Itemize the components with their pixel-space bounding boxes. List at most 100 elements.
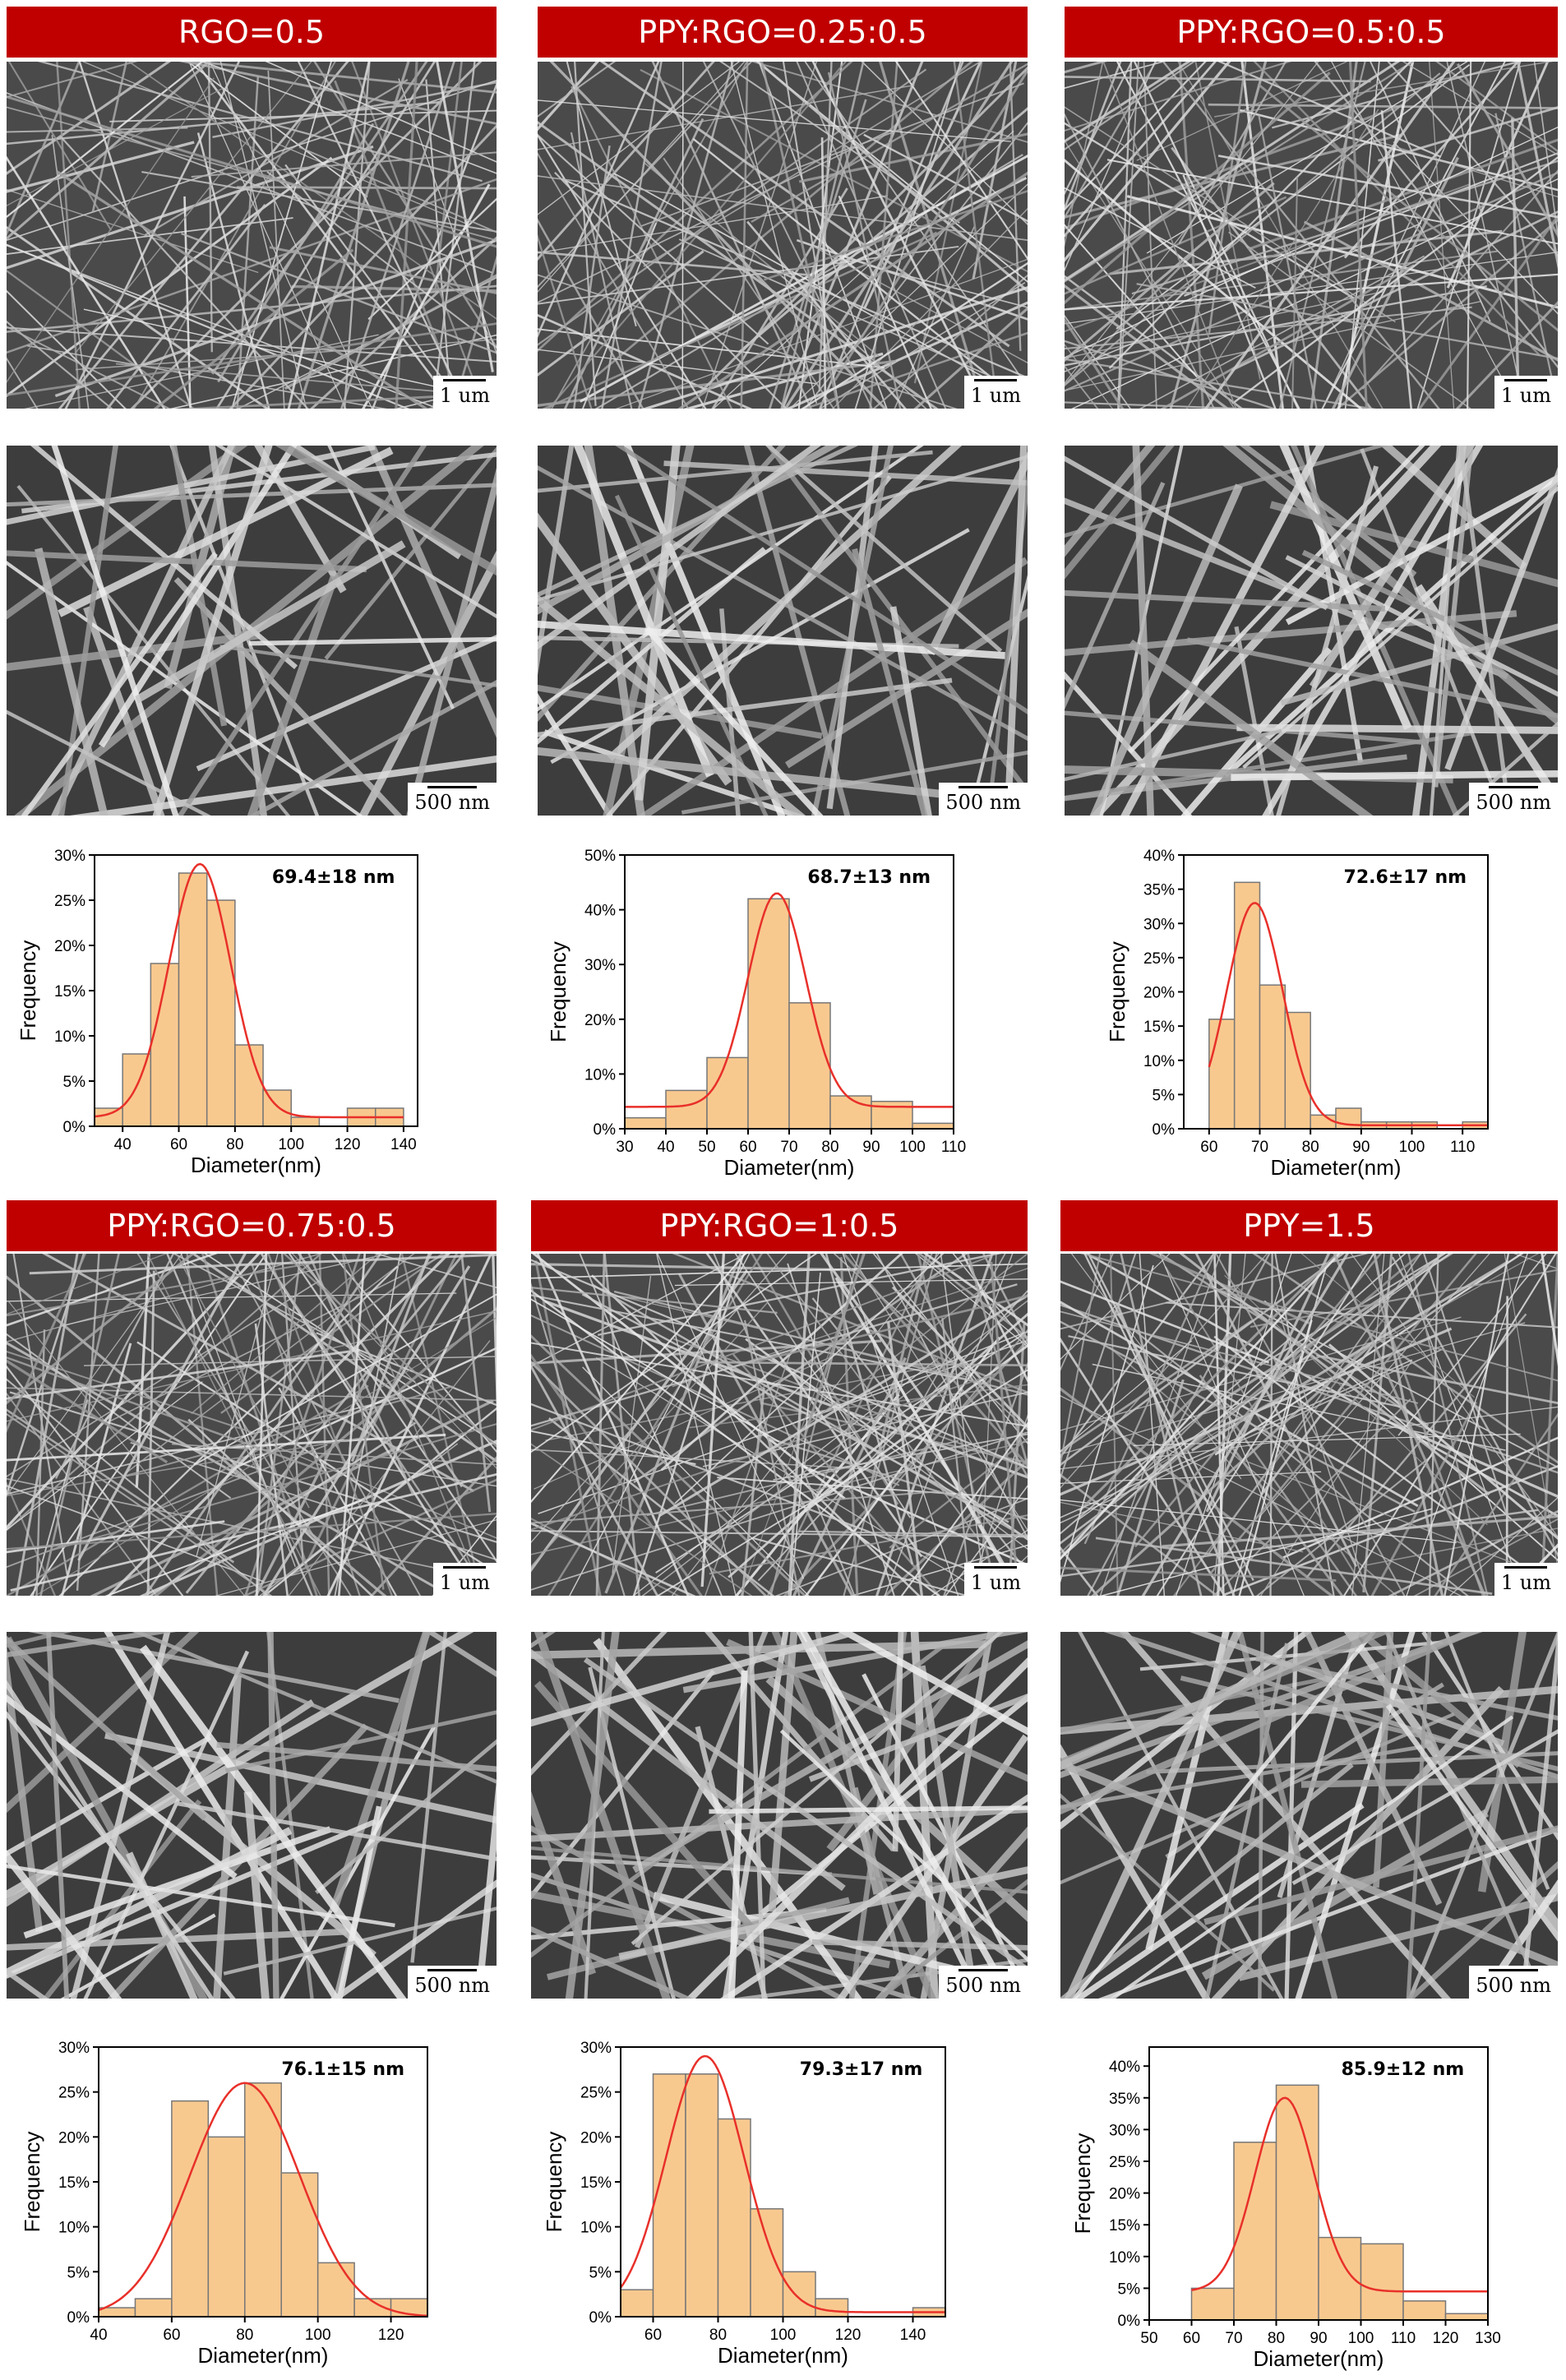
histogram-bar xyxy=(1233,881,1261,1130)
fiber xyxy=(106,204,266,409)
fiber xyxy=(538,245,959,305)
fiber xyxy=(284,274,497,391)
fiber xyxy=(1007,1324,1026,1596)
fiber xyxy=(1004,446,1028,816)
fiber xyxy=(1458,446,1511,805)
fiber xyxy=(1428,1254,1439,1596)
fiber xyxy=(531,1254,747,1504)
scale-bar-label: 500 nm xyxy=(945,1974,1021,1997)
fiber xyxy=(7,1735,212,1857)
y-tick-label: 20% xyxy=(584,1012,616,1029)
x-axis-label: Diameter(nm) xyxy=(718,2343,848,2368)
fiber xyxy=(177,1801,497,1861)
fiber xyxy=(1385,1703,1558,1942)
fiber xyxy=(7,269,196,409)
fiber xyxy=(7,709,211,816)
fiber xyxy=(614,494,769,816)
fiber xyxy=(1337,62,1415,409)
diameter-histogram: 0% 5% 10% 15% 20% 25% 30% 60 80 100 120 140 Diameter… xyxy=(542,2040,946,2368)
fiber xyxy=(797,1344,1028,1517)
fiber xyxy=(309,236,497,409)
nanofiber-texture xyxy=(7,446,497,816)
scale-bar-label: 1 um xyxy=(970,384,1021,407)
fiber xyxy=(709,1514,1028,1575)
fiber xyxy=(894,62,1028,261)
fiber xyxy=(755,62,1028,293)
x-tick-label: 120 xyxy=(335,1136,361,1153)
fiber xyxy=(1176,1254,1292,1596)
x-axis-label: Diameter(nm) xyxy=(724,1155,855,1180)
fiber xyxy=(1328,1343,1558,1540)
fiber xyxy=(187,1418,374,1596)
fiber xyxy=(196,132,270,409)
fiber xyxy=(656,1254,737,1596)
sem-image-high-mag: 500 nm xyxy=(7,446,497,816)
histogram-bar xyxy=(178,872,208,1127)
fiber xyxy=(1343,62,1520,259)
fiber xyxy=(213,1675,242,1999)
x-tick-label: 100 xyxy=(305,2327,331,2344)
fiber xyxy=(425,1632,497,1678)
scale-bar: 500 nm xyxy=(1469,783,1558,816)
fiber xyxy=(45,1423,497,1553)
sem-image-high-mag: 500 nm xyxy=(1060,1632,1558,1999)
fiber xyxy=(1380,446,1527,571)
fiber xyxy=(1379,1416,1558,1499)
y-tick-label: 5% xyxy=(1118,2281,1141,2298)
fiber xyxy=(531,1522,696,1596)
fiber xyxy=(1065,306,1472,350)
fiber xyxy=(1065,139,1236,409)
fiber xyxy=(1065,284,1230,409)
fiber xyxy=(1203,62,1456,409)
fiber xyxy=(827,72,902,409)
fiber xyxy=(219,645,497,687)
x-tick-label: 80 xyxy=(821,1139,838,1156)
fiber xyxy=(55,1254,175,1479)
fiber xyxy=(7,1381,203,1531)
fiber xyxy=(531,1443,753,1596)
y-tick-label: 15% xyxy=(54,983,85,1001)
fiber xyxy=(801,331,1028,409)
fiber xyxy=(1402,62,1558,156)
y-tick-label: 30% xyxy=(54,848,85,865)
fiber xyxy=(538,465,1028,742)
y-tick-label: 15% xyxy=(580,2174,612,2192)
fiber xyxy=(84,1356,497,1366)
histogram-bar xyxy=(122,1053,152,1127)
fiber xyxy=(875,1826,1028,1999)
fiber xyxy=(635,446,681,801)
fiber xyxy=(1198,1254,1453,1417)
panel-title-text: PPY:RGO=0.75:0.5 xyxy=(107,1208,396,1244)
diameter-histogram: 0% 5% 10% 15% 20% 25% 30% 40 60 80 100 120 Diameter(… xyxy=(0,0,510,2380)
histogram-bar xyxy=(1444,2313,1489,2321)
fiber xyxy=(10,1473,497,1592)
y-tick-label: 20% xyxy=(580,2129,612,2147)
fiber xyxy=(1260,1254,1490,1516)
fiber xyxy=(1321,62,1486,409)
fiber xyxy=(531,1632,848,1727)
fiber xyxy=(738,107,1028,354)
fiber xyxy=(1117,62,1133,409)
gaussian-fit-curve xyxy=(1191,2096,1488,2293)
y-tick-label: 20% xyxy=(58,2129,90,2147)
gaussian-fit-curve xyxy=(94,862,404,1119)
fiber xyxy=(342,1254,385,1590)
fiber-group xyxy=(7,1632,497,1999)
fiber xyxy=(531,1263,857,1272)
fiber xyxy=(275,446,497,576)
fiber xyxy=(580,154,1028,403)
fiber xyxy=(656,176,1028,360)
fiber xyxy=(1065,62,1107,74)
fiber xyxy=(889,606,932,816)
fiber xyxy=(1201,1809,1490,1980)
fiber xyxy=(30,1254,268,1596)
fiber xyxy=(672,1268,1028,1388)
gaussian-fit-curve xyxy=(1208,902,1488,1127)
fiber xyxy=(166,1254,313,1596)
fiber xyxy=(863,62,982,309)
fiber-group xyxy=(1060,1254,1558,1596)
fiber xyxy=(686,1657,1028,1999)
fiber xyxy=(832,207,1028,409)
fiber xyxy=(704,1347,793,1596)
fiber xyxy=(1156,1254,1375,1596)
